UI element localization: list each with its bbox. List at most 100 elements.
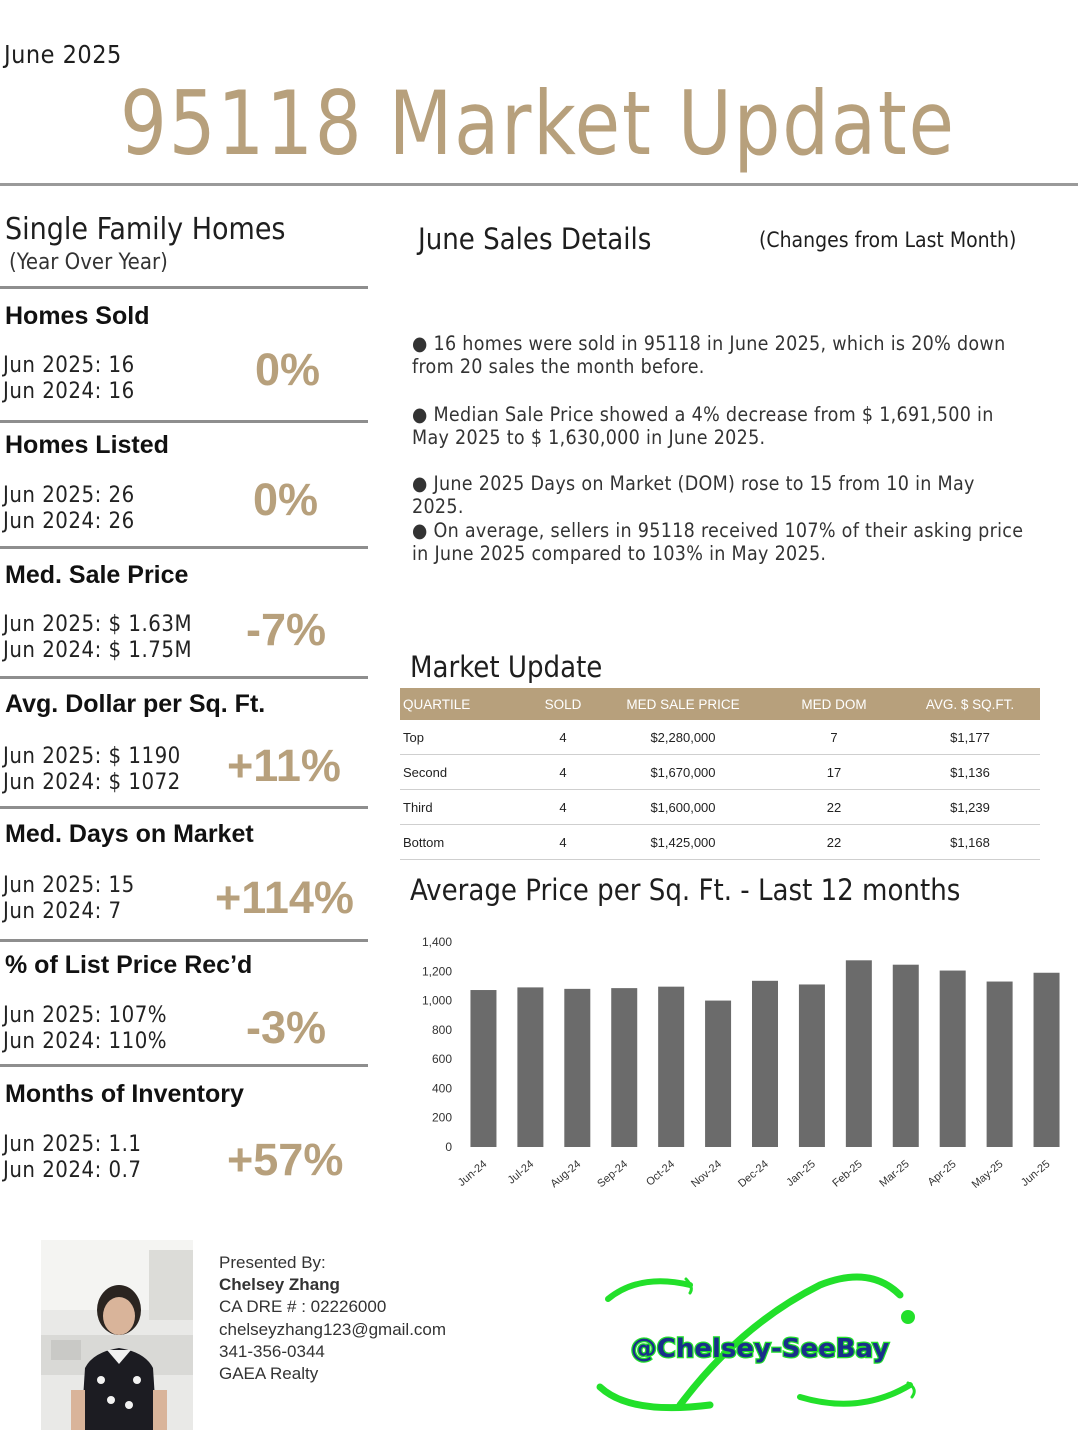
chart-bar (752, 980, 778, 1147)
metric-current-months-inventory: Jun 2025: 1.1 (3, 1132, 142, 1157)
chart-bar (845, 960, 872, 1147)
table-cell: $1,239 (900, 789, 1040, 825)
chart-bar (986, 981, 1013, 1147)
metric-change-med-sale-price: -7% (246, 604, 327, 655)
y-tick-label: 0 (445, 1140, 452, 1154)
metric-label-days-on-market: Med. Days on Market (5, 820, 254, 848)
table-row: Third 4 $1,600,000 22 $1,239 (400, 789, 1040, 825)
agent-company: GAEA Realty (219, 1364, 319, 1383)
x-tick-label: Jul-24 (506, 1158, 537, 1186)
report-date: June 2025 (4, 40, 122, 69)
table-cell: Third (400, 789, 528, 825)
chart-bar (798, 984, 825, 1147)
y-tick-label: 1,200 (422, 964, 452, 978)
metric-current-homes-sold: Jun 2025: 16 (3, 353, 135, 378)
agent-email: chelseyzhang123@gmail.com (219, 1320, 447, 1339)
table-cell: $2,280,000 (598, 720, 768, 755)
quartile-table: QUARTILE SOLD MED SALE PRICE MED DOM AVG… (400, 688, 1040, 860)
table-cell: $1,136 (900, 754, 1040, 790)
presented-by-label: Presented By: (219, 1253, 326, 1272)
metric-previous-days-on-market: Jun 2024: 7 (3, 899, 122, 924)
chart-bar (939, 970, 966, 1147)
table-row: Second 4 $1,670,000 17 $1,136 (400, 754, 1040, 790)
left-panel-subtitle: (Year Over Year) (9, 250, 168, 275)
sales-bullet: ● 16 homes were sold in 95118 in June 20… (412, 332, 1006, 378)
table-cell: 4 (528, 754, 598, 790)
sales-bullet: ● June 2025 Days on Market (DOM) rose to… (412, 472, 975, 518)
y-tick-label: 1,000 (422, 994, 452, 1008)
page-title: 95118 Market Update (120, 72, 956, 175)
metric-current-price-per-sqft: Jun 2025: $ 1190 (3, 744, 181, 769)
agent-name: Chelsey Zhang (219, 1275, 340, 1294)
metric-divider (0, 806, 368, 809)
chart-bar (564, 988, 591, 1147)
x-tick-label: Jun-24 (456, 1158, 489, 1189)
table-cell: 4 (528, 789, 598, 825)
metric-previous-med-sale-price: Jun 2024: $ 1.75M (3, 638, 193, 663)
metric-previous-price-per-sqft: Jun 2024: $ 1072 (3, 770, 181, 795)
price-per-sqft-chart: 0 200 400 600 800 1,000 1,200 1,400 Jun-24 Jul-24… (422, 935, 1060, 1191)
metric-divider (0, 420, 368, 423)
column-header: AVG. $ SQ.FT. (900, 688, 1040, 720)
metric-change-months-inventory: +57% (227, 1134, 344, 1185)
chart-bar (892, 964, 919, 1147)
table-cell: $1,600,000 (598, 789, 768, 825)
metric-current-med-sale-price: Jun 2025: $ 1.63M (3, 612, 193, 637)
table-cell: 17 (768, 754, 900, 790)
y-tick-label: 1,400 (422, 935, 452, 949)
metric-label-homes-sold: Homes Sold (5, 302, 150, 330)
column-header: MED SALE PRICE (598, 688, 768, 720)
x-tick-label: Mar-25 (877, 1158, 911, 1190)
metric-divider (0, 939, 368, 942)
metric-label-list-price-received: % of List Price Rec’d (5, 951, 253, 979)
table-cell: 7 (768, 720, 900, 755)
metric-change-price-per-sqft: +11% (227, 740, 341, 791)
x-tick-label: Nov-24 (689, 1158, 724, 1190)
table-row: Bottom 4 $1,425,000 22 $1,168 (400, 824, 1040, 860)
metric-change-homes-sold: 0% (255, 344, 321, 395)
sales-bullet: ● On average, sellers in 95118 received … (412, 519, 1024, 565)
chart-bar (517, 987, 544, 1147)
table-cell: Second (400, 754, 528, 790)
y-tick-label: 200 (432, 1111, 452, 1125)
table-row: Top 4 $2,280,000 7 $1,177 (400, 720, 1040, 755)
column-header: MED DOM (768, 688, 900, 720)
table-header-row: QUARTILE SOLD MED SALE PRICE MED DOM AVG… (400, 688, 1040, 720)
chart-bar (470, 990, 497, 1147)
table-cell: 4 (528, 824, 598, 860)
metric-previous-homes-sold: Jun 2024: 16 (3, 379, 135, 404)
y-tick-label: 400 (432, 1081, 452, 1095)
logo-text: @Chelsey-SeeBay (631, 1334, 890, 1364)
column-header: SOLD (528, 688, 598, 720)
metric-previous-list-price-received: Jun 2024: 110% (3, 1029, 168, 1054)
x-tick-label: Oct-24 (644, 1158, 677, 1188)
x-tick-label: Jan-25 (784, 1158, 817, 1189)
agent-photo (41, 1240, 193, 1430)
title-divider (0, 183, 1078, 186)
table-cell: $1,425,000 (598, 824, 768, 860)
metric-divider (0, 546, 368, 549)
table-cell: $1,177 (900, 720, 1040, 755)
x-tick-label: Apr-25 (926, 1158, 959, 1188)
metric-change-days-on-market: +114% (215, 872, 354, 923)
metric-change-list-price-received: -3% (246, 1002, 327, 1053)
chart-bar (658, 986, 685, 1147)
table-cell: 22 (768, 789, 900, 825)
x-tick-label: May-25 (970, 1158, 1006, 1191)
chart-title: Average Price per Sq. Ft. - Last 12 mont… (410, 873, 961, 907)
metric-previous-homes-listed: Jun 2024: 26 (3, 509, 135, 534)
table-cell: Top (400, 720, 528, 755)
metric-current-list-price-received: Jun 2025: 107% (3, 1003, 168, 1028)
sales-bullet: ● Median Sale Price showed a 4% decrease… (412, 403, 994, 449)
column-header: QUARTILE (400, 688, 528, 720)
table-cell: 4 (528, 720, 598, 755)
sales-details-note: (Changes from Last Month) (759, 228, 1017, 252)
market-update-title: Market Update (410, 650, 603, 684)
agent-phone: 341-356-0344 (219, 1342, 325, 1361)
x-tick-label: Sep-24 (595, 1158, 630, 1190)
x-tick-label: Jun-25 (1019, 1158, 1052, 1189)
x-tick-label: Dec-24 (736, 1158, 771, 1190)
chart-bar (705, 1000, 732, 1147)
y-tick-label: 800 (432, 1023, 452, 1037)
metric-divider (0, 1064, 368, 1067)
